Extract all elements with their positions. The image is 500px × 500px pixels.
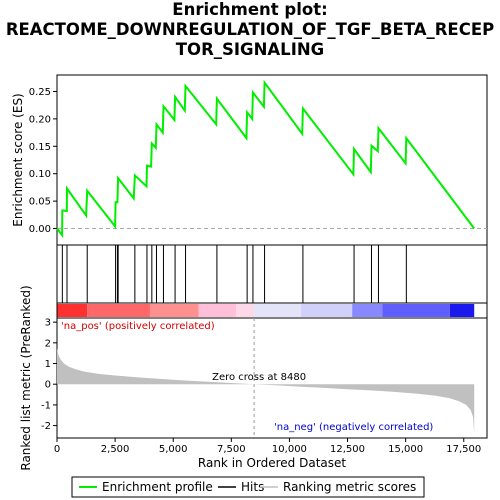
zero-cross-label: Zero cross at 8480 [212, 372, 306, 383]
es-y-tick-label: 0.15 [29, 142, 51, 153]
color-bar-segment [301, 304, 353, 317]
color-bar-segment [449, 304, 475, 317]
hits-panel-frame [56, 244, 488, 304]
x-tick-label: 10,000 [272, 444, 307, 455]
x-tick-label: 2,500 [101, 444, 130, 455]
positive-correlation-label: 'na_pos' (positively correlated) [61, 321, 215, 332]
es-y-tick-label: 0.20 [29, 114, 51, 125]
legend-box [71, 476, 425, 498]
metric-y-tick-label: -2 [41, 421, 51, 432]
color-bar-segment [149, 304, 199, 317]
x-tick-label: 17,500 [446, 444, 481, 455]
x-axis: 0 2,500 5,000 7,500 10,000 12,500 15,000 17,500 [54, 438, 481, 455]
metric-y-tick-label: 2 [45, 338, 51, 349]
x-tick-label: 0 [54, 444, 60, 455]
title-line-1: Enrichment plot: [172, 0, 328, 19]
x-tick-label: 5,000 [159, 444, 188, 455]
x-tick-label: 12,500 [330, 444, 365, 455]
ranking-metric-area [57, 348, 475, 434]
es-y-tick-label: 0.10 [29, 169, 51, 180]
legend-enrichment-label: Enrichment profile [102, 480, 213, 494]
enrichment-profile-line [56, 79, 475, 238]
color-bar-segment [352, 304, 383, 317]
es-y-tick-label: 0.25 [29, 87, 51, 98]
es-panel-frame [56, 74, 488, 246]
legend-hits-label: Hits [241, 480, 264, 494]
title-line-3: TOR_SIGNALING [175, 40, 325, 59]
title-line-2: REACTOME_DOWNREGULATION_OF_TGF_BETA_RECE… [5, 20, 495, 39]
color-bar-segment [87, 304, 150, 317]
metric-y-axis: -2 -1 0 1 2 3 [41, 318, 57, 432]
color-bar-segment [198, 304, 236, 317]
metric-y-tick-label: 0 [45, 380, 51, 391]
legend-metric-label: Ranking metric scores [283, 480, 416, 494]
hits-marks [61, 245, 407, 303]
color-bar-segment [382, 304, 450, 317]
x-tick-label: 15,000 [388, 444, 423, 455]
x-axis-label: Rank in Ordered Dataset [198, 456, 346, 470]
metric-y-tick-label: -1 [41, 400, 51, 411]
ranking-color-bar [57, 304, 475, 317]
color-bar-segment [57, 304, 88, 317]
metric-y-tick-label: 3 [45, 318, 51, 329]
metric-y-axis-label: Ranked list metric (PreRanked) [19, 285, 33, 470]
x-tick-label: 7,500 [217, 444, 246, 455]
es-y-axis: 0.00 0.05 0.10 0.15 0.20 0.25 [29, 87, 57, 235]
es-y-tick-label: 0.00 [29, 224, 51, 235]
legend: Enrichment profile Hits Ranking metric s… [71, 476, 425, 498]
es-y-tick-label: 0.05 [29, 197, 51, 208]
chart-title: Enrichment plot: REACTOME_DOWNREGULATION… [0, 0, 500, 60]
es-y-axis-label: Enrichment score (ES) [11, 93, 25, 226]
color-bar-segment [254, 304, 302, 317]
metric-y-tick-label: 1 [45, 359, 51, 370]
color-bar-segment [235, 304, 255, 317]
negative-correlation-label: 'na_neg' (negatively correlated) [274, 422, 433, 433]
